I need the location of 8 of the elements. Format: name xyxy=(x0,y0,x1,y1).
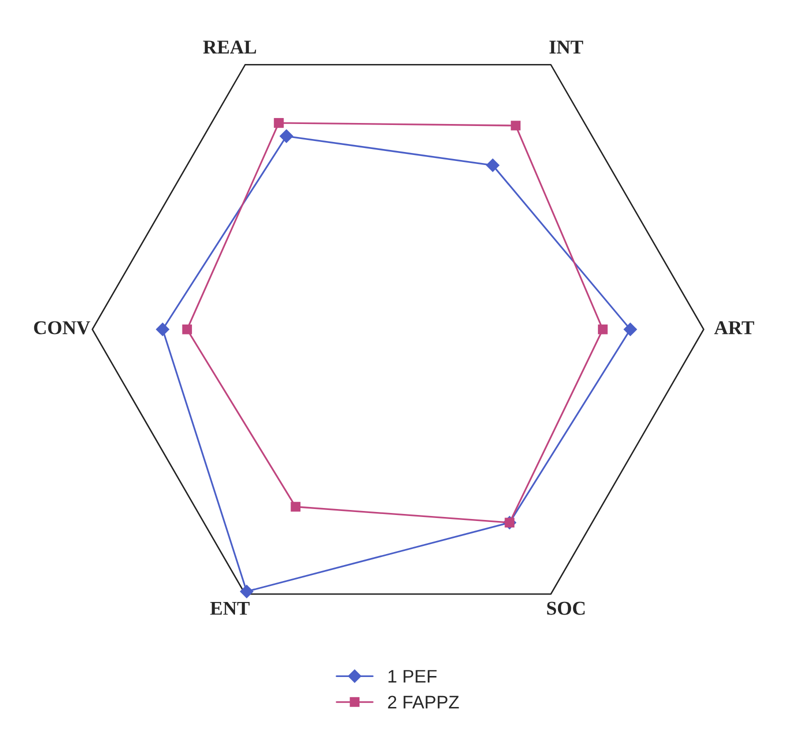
legend-label: 1 PEF xyxy=(388,670,437,682)
legend-label: 2 FAPPZ xyxy=(388,696,459,708)
spoke-label: CONV xyxy=(34,321,90,334)
spoke-label: REAL xyxy=(203,40,256,54)
spoke-label: ART xyxy=(714,321,754,334)
spoke-label: ENT xyxy=(210,602,250,615)
spoke-label: INT xyxy=(549,40,584,54)
spoke-label: SOC xyxy=(547,602,585,615)
